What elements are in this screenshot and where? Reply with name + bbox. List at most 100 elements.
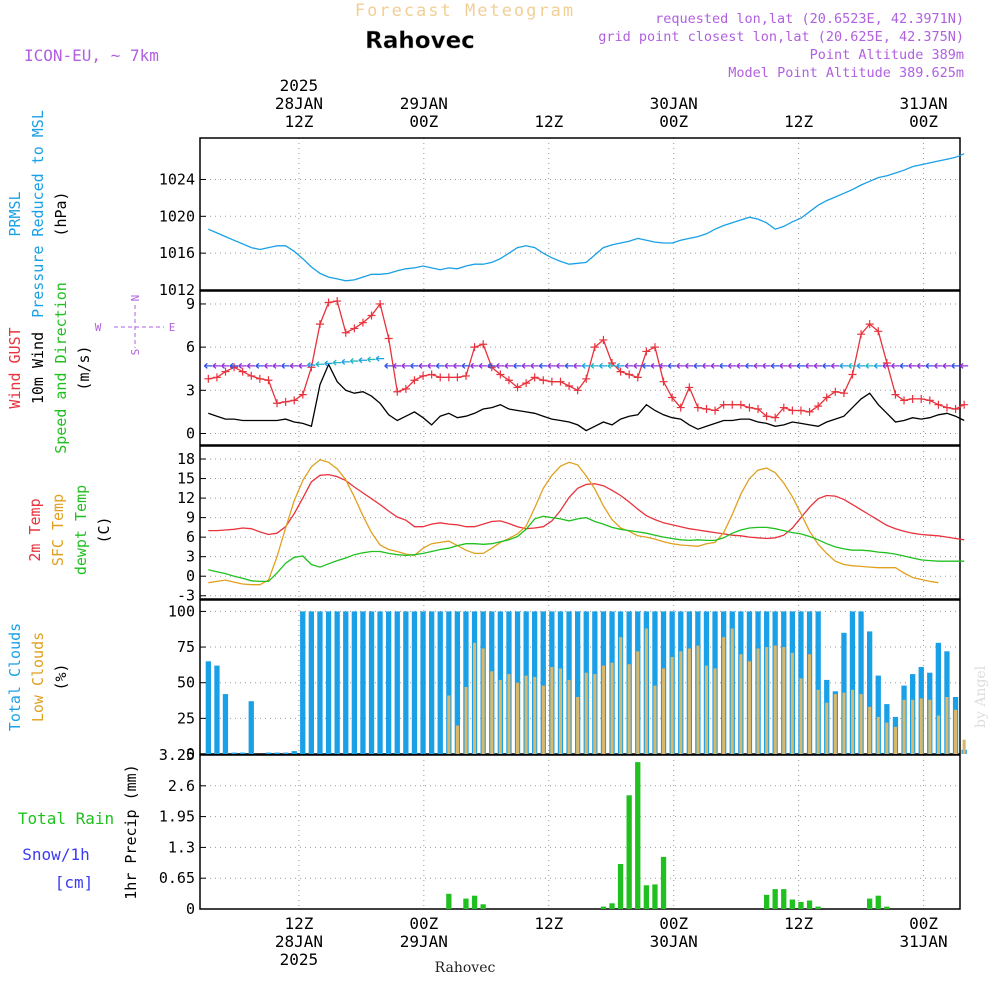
bar-clouds (550, 667, 554, 754)
gust-marker (556, 377, 565, 386)
bar-precipitation (480, 904, 486, 909)
time-label-top: 31JAN (899, 94, 947, 113)
bar-clouds (893, 726, 897, 754)
wind-direction-arrow (951, 362, 960, 369)
bar-clouds (240, 752, 246, 754)
wind-direction-arrow (865, 362, 874, 369)
bar-precipitation (660, 856, 667, 909)
bar-clouds (756, 648, 760, 754)
bar-clouds (885, 722, 889, 754)
time-label-bottom: 00Z (409, 914, 438, 933)
wind-direction-arrow (667, 362, 677, 369)
wind-direction-arrow (358, 357, 367, 364)
panel-frame (199, 137, 961, 291)
bar-precipitation (609, 903, 615, 909)
y-tick-label: 50 (177, 674, 195, 692)
gust-marker (539, 376, 548, 385)
panel-label: Wind GUST (6, 327, 24, 408)
wind-direction-arrow (478, 362, 488, 369)
series-line (208, 153, 965, 282)
bar-clouds (516, 682, 520, 754)
gust-marker (212, 373, 221, 382)
bar-clouds (558, 668, 562, 754)
y-tick-label: 9 (186, 295, 195, 313)
gust-marker (951, 405, 960, 414)
bar-clouds (411, 611, 418, 754)
wind-direction-arrow (255, 362, 264, 369)
bar-clouds (842, 692, 846, 754)
panel-wind: 0 3 6 9 Wind GUST 10m Wind Speed and Direction… (6, 282, 969, 454)
gust-marker (350, 324, 359, 333)
wind-direction-arrow (616, 362, 625, 369)
wind-direction-arrow (599, 362, 608, 369)
wind-direction-arrow (813, 362, 823, 369)
bar-clouds (868, 706, 872, 754)
time-label-bottom: 2025 (280, 950, 319, 969)
gust-marker (290, 396, 299, 405)
bar-clouds (455, 725, 459, 754)
wind-direction-arrow (246, 362, 256, 369)
bar-clouds (593, 674, 597, 754)
wind-direction-arrow (942, 362, 951, 369)
gust-marker (453, 373, 462, 382)
bar-clouds (533, 677, 537, 754)
bar-clouds (816, 689, 820, 754)
panel-label: Low Clouds (29, 632, 47, 722)
bar-clouds (575, 611, 581, 754)
bar-clouds (747, 661, 751, 754)
panel-label: Total Clouds (6, 623, 24, 731)
y-tick-label: 1024 (159, 170, 195, 188)
wind-direction-arrow (470, 362, 479, 369)
bar-precipitation (626, 795, 632, 909)
wind-direction-arrow (461, 362, 470, 369)
bar-clouds (524, 675, 528, 754)
wind-direction-arrow (925, 362, 934, 369)
bar-clouds (490, 671, 494, 754)
gust-marker (754, 405, 763, 414)
bar-precipitation (806, 900, 813, 909)
gust-marker (582, 374, 591, 383)
wind-direction-arrow (770, 362, 780, 369)
y-tick-label: 3.25 (159, 746, 195, 764)
bar-clouds (386, 611, 392, 754)
bar-clouds (274, 752, 280, 754)
y-tick-label: -3 (177, 587, 195, 605)
bar-clouds (636, 651, 640, 754)
wind-direction-arrow (495, 362, 505, 369)
wind-direction-arrow (641, 362, 651, 369)
gust-marker (599, 335, 608, 344)
gust-marker (771, 413, 780, 422)
y-tick-label: 6 (186, 528, 195, 546)
gust-marker (805, 407, 814, 416)
wind-direction-arrow (590, 362, 599, 369)
bar-clouds (687, 648, 691, 754)
bar-clouds (576, 697, 580, 754)
gust-marker (358, 318, 367, 327)
gust-marker (401, 384, 410, 393)
gust-marker (745, 403, 754, 412)
wind-direction-arrow (659, 362, 668, 369)
gust-marker (238, 367, 247, 376)
wind-direction-arrow (805, 362, 814, 369)
bar-precipitation (764, 894, 770, 909)
bar-precipitation (798, 901, 804, 909)
gust-marker (625, 370, 634, 379)
bar-clouds (446, 611, 452, 754)
wind-direction-arrow (444, 362, 453, 369)
time-label-bottom: 12Z (284, 914, 313, 933)
gust-marker (333, 297, 342, 306)
panel-label: (%) (52, 663, 70, 690)
time-label-top: 00Z (409, 112, 438, 131)
panel-label: Pressure Reduced to MSL (29, 110, 47, 318)
wind-direction-arrow (513, 362, 522, 369)
bar-precipitation (884, 906, 890, 909)
wind-direction-arrow (547, 362, 556, 369)
gust-marker (410, 376, 419, 385)
gust-marker (814, 402, 823, 411)
time-label-bottom: 00Z (909, 914, 938, 933)
gust-marker (530, 373, 539, 382)
bar-clouds (954, 709, 958, 754)
wind-direction-arrow (684, 362, 694, 369)
gust-marker (831, 387, 840, 396)
